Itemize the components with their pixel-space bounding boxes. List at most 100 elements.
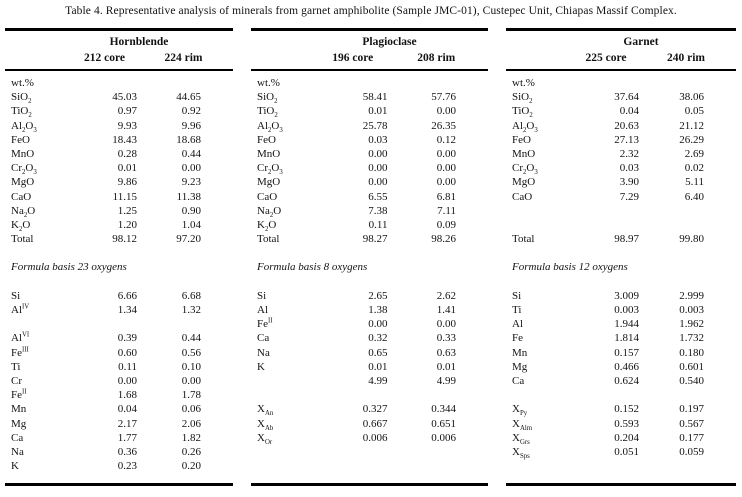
row-label: Cr2O3	[257, 162, 283, 177]
cell-value-core: 0.006	[362, 431, 388, 444]
table-row: Al2O3 25.78 26.35	[251, 119, 488, 134]
cell-value-core	[73, 76, 137, 90]
cell-value-core: 0.00	[117, 374, 137, 387]
cell-value-rim: 0.02	[684, 162, 704, 175]
cell-value-core: 0.204	[614, 431, 639, 444]
table-row: Na2O 7.38 7.11	[251, 204, 488, 219]
cell-value-core	[574, 388, 639, 402]
panel-hornblende-header: Hornblende 212 core 224 rim	[5, 28, 233, 71]
cell-value-core: 1.25	[117, 204, 137, 217]
table-row: Mn 0.04 0.06	[5, 402, 233, 416]
table-row: MgO 9.86 9.23	[5, 175, 233, 189]
cell-value-core: 3.009	[614, 289, 639, 302]
cell-value-core: 1.20	[117, 218, 137, 231]
table-row: TiO2 0.04 0.05	[506, 104, 736, 119]
row-label	[257, 246, 319, 260]
table-row: FeO 27.13 26.29	[506, 133, 736, 147]
table-row: Mg 0.466 0.601	[506, 360, 736, 374]
table-row: K 0.23 0.20	[5, 459, 233, 473]
cell-value-rim: 2.62	[436, 289, 456, 302]
cell-value-rim: 0.63	[436, 346, 456, 359]
cell-value-rim	[639, 275, 704, 289]
cell-value-core	[73, 246, 137, 260]
cell-value-rim: 0.92	[181, 105, 201, 118]
row-label: AlVI	[11, 331, 30, 345]
cell-value-rim: 0.33	[436, 332, 456, 345]
cell-value-core: 11.15	[112, 190, 137, 203]
cell-value-rim: 0.180	[679, 346, 704, 359]
cell-value-rim: 0.003	[679, 304, 704, 316]
cell-value-core: 0.11	[118, 360, 137, 373]
row-label: Si	[257, 289, 267, 302]
table-row: Cr2O3 0.03 0.02	[506, 161, 736, 176]
cell-value-rim: 1.82	[181, 431, 201, 444]
row-label: Ca	[11, 431, 24, 444]
row-label: Total	[512, 233, 535, 246]
sample-col-rim: 240 rim	[666, 52, 705, 64]
panel-plagioclase-header: Plagioclase 196 core 208 rim	[251, 28, 488, 71]
table-row: Al 1.38 1.41	[251, 303, 488, 317]
row-label: Al2O3	[512, 119, 538, 134]
row-label	[11, 275, 73, 289]
row-label: Na2O	[11, 204, 36, 219]
table-row: AlVI 0.39 0.44	[5, 331, 233, 345]
row-label	[257, 388, 319, 402]
table-row: FeO 0.03 0.12	[251, 133, 488, 147]
table-row: CaO 11.15 11.38	[5, 190, 233, 204]
panel-plagioclase: Plagioclase 196 core 208 rim wt.% SiO2 58.…	[251, 28, 488, 487]
cell-value-rim: 0.567	[679, 417, 704, 430]
cell-value-rim: 26.29	[679, 133, 704, 146]
row-label	[512, 275, 574, 289]
cell-value-rim: 0.00	[436, 162, 456, 175]
cell-value-core	[574, 246, 639, 260]
cell-value-rim: 1.41	[436, 304, 456, 316]
table-row: MnO 0.00 0.00	[251, 147, 488, 161]
cell-value-core: 6.55	[368, 190, 388, 203]
cell-value-rim	[137, 275, 201, 289]
cell-value-rim	[639, 246, 704, 260]
table-row: XAn 0.327 0.344	[251, 402, 488, 417]
table-row: Ca 1.77 1.82	[5, 431, 233, 445]
row-label: FeII	[257, 317, 273, 331]
sample-columns: 196 core 208 rim	[311, 50, 478, 67]
row-label: CaO	[512, 190, 533, 203]
row-label: XAb	[257, 417, 274, 432]
row-label: Al2O3	[11, 119, 37, 134]
cell-value-core	[574, 204, 639, 218]
row-label: Al2O3	[257, 119, 283, 134]
table-row	[251, 388, 488, 402]
cell-value-rim: 0.05	[684, 105, 704, 118]
row-label: Mg	[11, 417, 27, 430]
cell-value-core: 0.152	[614, 403, 639, 416]
table-row	[506, 459, 736, 473]
table-row: SiO2 58.41 57.76	[251, 90, 488, 105]
row-label: wt.%	[257, 77, 280, 89]
table-row: MgO 0.00 0.00	[251, 175, 488, 189]
cell-value-rim: 26.35	[431, 119, 456, 132]
cell-value-rim: 0.10	[181, 360, 201, 373]
cell-value-core: 25.78	[362, 119, 388, 132]
table-row: Mg 2.17 2.06	[5, 417, 233, 431]
cell-value-core: 9.86	[117, 176, 137, 189]
cell-value-rim: 0.006	[431, 431, 456, 444]
table-row: XOr 0.006 0.006	[251, 431, 488, 446]
table-row	[251, 275, 488, 289]
table-row: 4.99 4.99	[251, 374, 488, 388]
panel-hornblende-rows: wt.% SiO2 45.03 44.65 TiO2 0.97 0.92 Al2O3 9.93 9…	[5, 71, 233, 473]
row-label: Na	[257, 346, 270, 359]
formula-basis-row: Formula basis 23 oxygens	[5, 260, 233, 274]
cell-value-rim	[388, 445, 457, 459]
row-label	[512, 459, 574, 473]
cell-value-rim	[137, 246, 201, 260]
cell-value-core: 0.03	[368, 133, 388, 146]
table-row: Ca 0.32 0.33	[251, 331, 488, 345]
table-row: Total 98.97 99.80	[506, 232, 736, 246]
bottom-rule	[251, 483, 488, 487]
cell-value-core: 98.27	[362, 233, 388, 246]
sample-col-core: 212 core	[84, 52, 125, 64]
table-row: XSps 0.051 0.059	[506, 445, 736, 460]
cell-value-core: 0.01	[368, 360, 388, 373]
cell-value-core: 20.63	[614, 119, 639, 132]
cell-value-rim: 7.11	[437, 204, 456, 217]
